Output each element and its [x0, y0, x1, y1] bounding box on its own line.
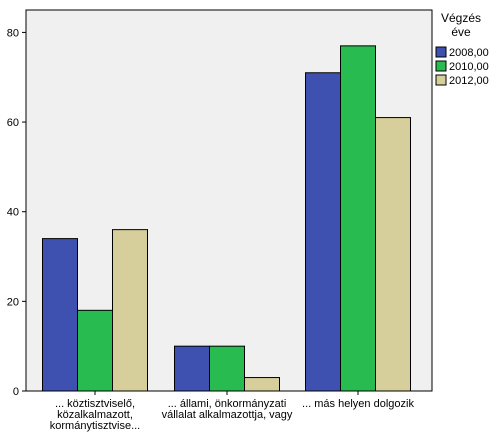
x-category-label: ... más helyen dolgozik — [302, 398, 414, 410]
legend-title: éve — [451, 25, 471, 39]
bar-201200-cat1 — [244, 377, 280, 392]
legend-swatch — [435, 74, 447, 86]
x-axis: ... köztisztviselő,közalkalmazott,kormán… — [50, 391, 414, 432]
bar-200800-cat1 — [174, 345, 210, 392]
y-tick-label: 40 — [7, 207, 19, 219]
bar-200800-cat2 — [305, 72, 341, 392]
x-category-label: vállalat alkalmazottja, vagy — [162, 409, 293, 421]
y-tick-label: 80 — [7, 27, 19, 39]
y-tick-label: 0 — [13, 386, 19, 398]
y-tick-label: 20 — [7, 296, 19, 308]
bar-201200-cat0 — [112, 229, 148, 392]
legend-title: Végzés — [441, 11, 481, 25]
legend-swatch — [435, 46, 447, 58]
bar-201200-cat2 — [375, 117, 411, 392]
x-category-label: ... köztisztviselő, — [55, 398, 135, 410]
x-category-label: kormánytisztvise... — [50, 420, 140, 432]
y-tick-label: 60 — [7, 117, 19, 129]
x-category-label: közalkalmazott, — [57, 409, 133, 421]
bars-group — [42, 45, 411, 392]
legend-label: 2012,00 — [449, 75, 489, 87]
x-category-label: ... állami, önkormányzati — [168, 398, 287, 410]
y-axis: 0 20 40 60 80 — [7, 27, 26, 398]
legend-label: 2008,00 — [449, 47, 489, 59]
legend-swatch — [435, 60, 447, 72]
bar-201000-cat0 — [77, 309, 113, 392]
legend-label: 2010,00 — [449, 61, 489, 73]
bar-201000-cat2 — [340, 45, 376, 392]
bar-201000-cat1 — [209, 345, 245, 392]
bar-200800-cat0 — [42, 238, 78, 392]
